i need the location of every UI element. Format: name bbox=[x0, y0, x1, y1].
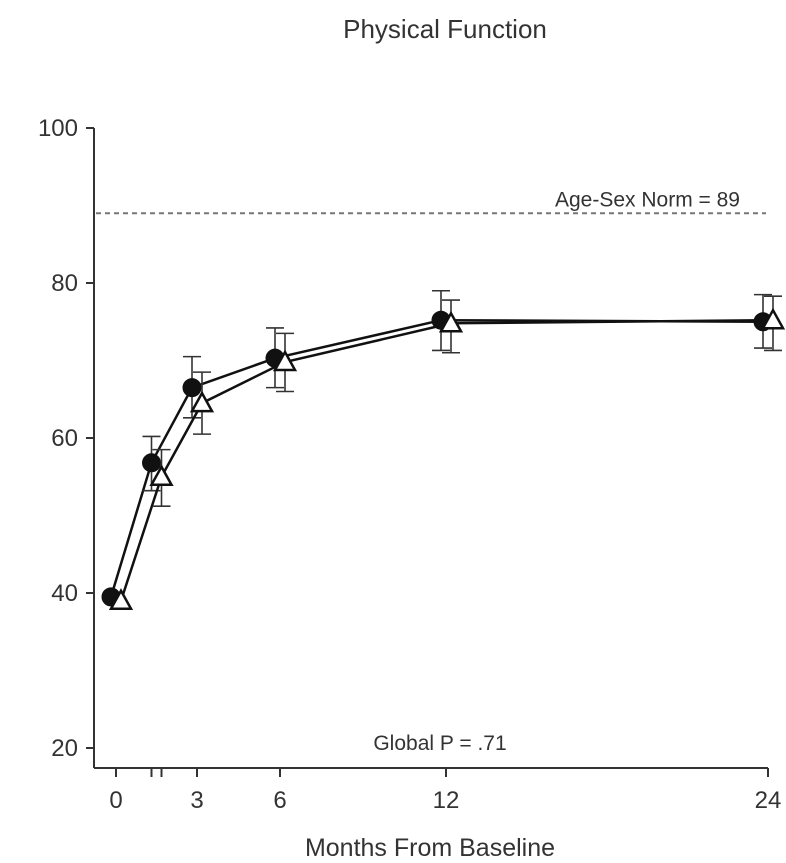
y-ticks: 20 40 60 80 100 bbox=[38, 115, 94, 762]
x-tick-label: 12 bbox=[433, 787, 460, 814]
series-line bbox=[119, 318, 774, 602]
data-point-triangle bbox=[108, 588, 134, 610]
x-tick-label: 0 bbox=[109, 787, 122, 814]
data-point-triangle bbox=[272, 349, 298, 372]
y-tick-label: 40 bbox=[51, 580, 78, 607]
x-ticks: 0 3 6 12 24 bbox=[109, 768, 781, 814]
series-layer bbox=[101, 289, 786, 610]
y-tick-label: 60 bbox=[51, 425, 78, 452]
series-2 bbox=[108, 295, 786, 610]
axes bbox=[93, 128, 768, 769]
data-point-triangle bbox=[189, 390, 215, 413]
age-sex-norm-label: Age-Sex Norm = 89 bbox=[555, 188, 740, 211]
series-line bbox=[109, 318, 764, 598]
chart-title: Physical Function bbox=[343, 14, 547, 44]
data-point-circle bbox=[182, 378, 202, 398]
x-tick-label: 24 bbox=[755, 787, 782, 814]
reference-group: Age-Sex Norm = 89 bbox=[96, 188, 766, 215]
x-tick-label: 3 bbox=[190, 787, 203, 814]
data-point-triangle bbox=[760, 307, 786, 330]
y-tick-label: 80 bbox=[51, 270, 78, 297]
y-tick-label: 100 bbox=[38, 115, 78, 142]
data-point-triangle bbox=[438, 310, 464, 333]
data-point-triangle bbox=[149, 464, 174, 486]
data-point-circle bbox=[142, 453, 161, 473]
x-axis-label: Months From Baseline bbox=[305, 834, 555, 862]
global-p-annotation: Global P = .71 bbox=[373, 732, 506, 755]
y-tick-label: 20 bbox=[51, 735, 78, 762]
series-1 bbox=[101, 289, 773, 607]
x-tick-label: 6 bbox=[273, 787, 286, 814]
